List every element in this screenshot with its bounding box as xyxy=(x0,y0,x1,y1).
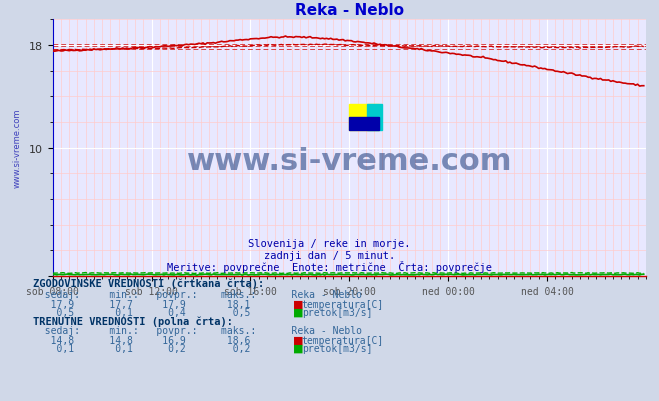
Text: pretok[m3/s]: pretok[m3/s] xyxy=(302,307,372,317)
Text: ■: ■ xyxy=(293,335,304,345)
Text: 0,1       0,1      0,2        0,2: 0,1 0,1 0,2 0,2 xyxy=(33,343,250,353)
Text: ■: ■ xyxy=(293,299,304,309)
Bar xyxy=(349,117,379,130)
Text: ■: ■ xyxy=(293,307,304,317)
Text: 14,8      14,8     16,9       18,6: 14,8 14,8 16,9 18,6 xyxy=(33,335,250,345)
Text: ZGODOVINSKE VREDNOSTI (črtkana črta):: ZGODOVINSKE VREDNOSTI (črtkana črta): xyxy=(33,278,264,289)
Text: temperatura[C]: temperatura[C] xyxy=(302,299,384,309)
Text: www.si-vreme.com: www.si-vreme.com xyxy=(13,109,22,188)
Text: Meritve: povprečne  Enote: metrične  Črta: povprečje: Meritve: povprečne Enote: metrične Črta:… xyxy=(167,261,492,273)
Text: www.si-vreme.com: www.si-vreme.com xyxy=(186,147,512,176)
Text: sedaj:     min.:   povpr.:    maks.:      Reka - Neblo: sedaj: min.: povpr.: maks.: Reka - Neblo xyxy=(33,290,362,300)
Text: 17,9      17,7     17,9       18,1: 17,9 17,7 17,9 18,1 xyxy=(33,299,250,309)
Text: sedaj:     min.:   povpr.:    maks.:      Reka - Neblo: sedaj: min.: povpr.: maks.: Reka - Neblo xyxy=(33,326,362,336)
Text: TRENUTNE VREDNOSTI (polna črta):: TRENUTNE VREDNOSTI (polna črta): xyxy=(33,316,233,326)
Text: pretok[m3/s]: pretok[m3/s] xyxy=(302,343,372,353)
Text: Slovenija / reke in morje.: Slovenija / reke in morje. xyxy=(248,239,411,249)
Text: zadnji dan / 5 minut.: zadnji dan / 5 minut. xyxy=(264,251,395,261)
Bar xyxy=(349,105,379,130)
Text: temperatura[C]: temperatura[C] xyxy=(302,335,384,345)
Bar xyxy=(367,105,382,130)
Title: Reka - Neblo: Reka - Neblo xyxy=(295,2,404,18)
Text: ■: ■ xyxy=(293,343,304,353)
Text: 0,5       0,1      0,4        0,5: 0,5 0,1 0,4 0,5 xyxy=(33,307,250,317)
